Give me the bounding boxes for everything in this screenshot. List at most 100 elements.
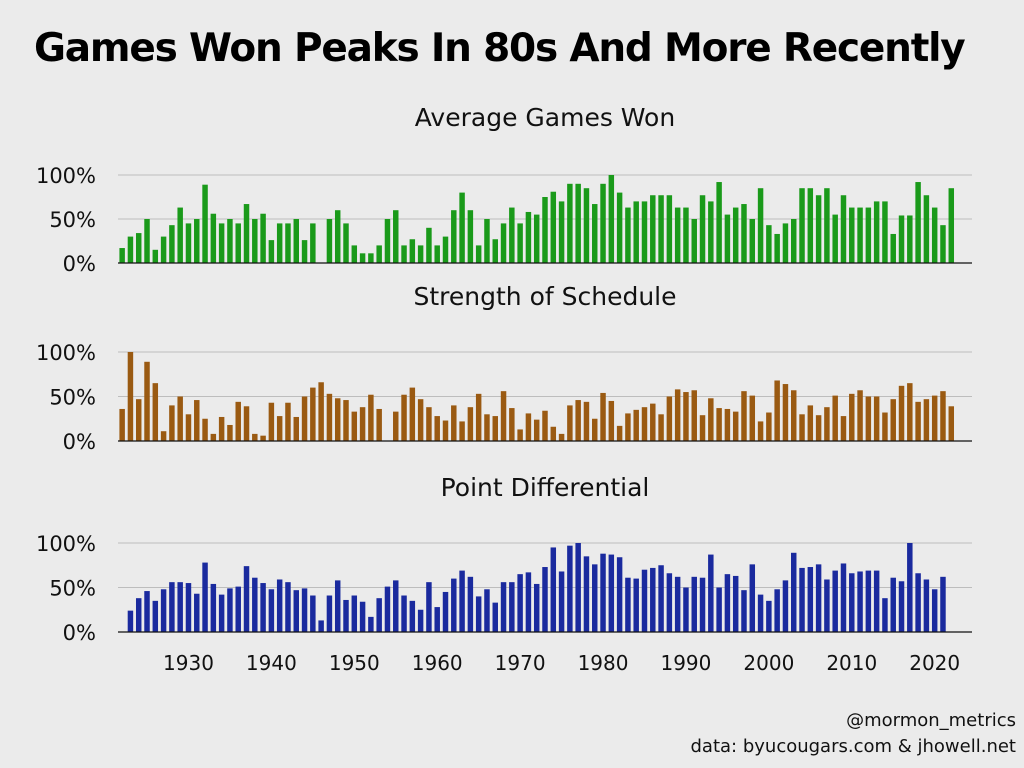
bar — [608, 400, 615, 441]
bar — [517, 223, 523, 263]
bar — [326, 595, 333, 632]
bar — [592, 204, 598, 263]
bar — [351, 595, 358, 632]
bar — [368, 253, 374, 263]
bar — [749, 395, 756, 441]
bar — [923, 195, 930, 263]
bar — [931, 207, 938, 263]
bar — [235, 223, 241, 263]
bar — [301, 396, 308, 441]
bar — [583, 188, 590, 263]
bar — [766, 412, 772, 441]
bar — [343, 223, 349, 263]
bar — [533, 214, 540, 263]
bar — [558, 201, 565, 263]
bar — [401, 595, 407, 632]
bar — [169, 582, 175, 632]
bar — [799, 567, 805, 632]
y-tick-label: 0% — [63, 621, 96, 645]
bar — [691, 219, 697, 263]
bar — [301, 240, 308, 263]
bar — [484, 589, 490, 632]
bar — [890, 577, 896, 632]
bar — [426, 407, 432, 441]
bar — [484, 414, 490, 441]
bar — [865, 396, 872, 441]
bar — [252, 219, 258, 263]
bar — [210, 213, 217, 263]
bar — [915, 401, 921, 441]
bar — [459, 192, 465, 263]
bar — [699, 415, 706, 441]
bar — [857, 571, 863, 632]
bar — [417, 245, 424, 263]
y-tick-label: 100% — [36, 164, 96, 188]
bar — [923, 579, 930, 632]
bar — [683, 392, 689, 441]
bar — [807, 188, 814, 263]
bar — [434, 607, 440, 632]
bar — [442, 420, 449, 441]
bar — [658, 195, 664, 263]
bar — [509, 582, 515, 632]
bar — [708, 554, 714, 632]
bar — [185, 414, 192, 441]
bar — [426, 582, 432, 632]
bar — [898, 581, 905, 632]
bar — [625, 577, 631, 632]
bar — [907, 543, 913, 632]
bar — [691, 390, 697, 441]
bar — [815, 415, 822, 441]
bar — [567, 183, 573, 263]
bar — [592, 418, 598, 441]
bar — [177, 582, 183, 632]
bar — [708, 398, 714, 441]
bar — [500, 223, 507, 263]
bar — [641, 407, 648, 441]
bar — [351, 411, 358, 441]
bar — [202, 418, 208, 441]
bar — [169, 225, 175, 263]
bar — [252, 577, 258, 632]
bar — [500, 391, 507, 441]
bar — [285, 402, 291, 441]
bar — [218, 594, 225, 632]
bar — [293, 590, 299, 632]
bar — [194, 593, 200, 632]
bar — [409, 387, 416, 441]
bar — [293, 416, 299, 441]
bar — [873, 570, 880, 632]
bar — [194, 400, 200, 441]
x-tick-label: 2000 — [743, 651, 794, 675]
bar — [185, 583, 192, 632]
bar — [268, 589, 275, 632]
bar — [550, 426, 557, 441]
x-tick-label: 1930 — [163, 651, 214, 675]
bar — [144, 361, 150, 441]
bar — [376, 408, 382, 441]
bar — [782, 223, 789, 263]
bar — [592, 564, 598, 632]
bar — [558, 571, 565, 632]
bar — [334, 580, 341, 632]
bar — [699, 577, 706, 632]
bar — [741, 204, 747, 263]
bar — [832, 214, 838, 263]
bar — [948, 188, 955, 263]
bar — [451, 210, 457, 263]
bar — [683, 207, 689, 263]
bar — [393, 580, 399, 632]
bar — [276, 579, 283, 632]
bar — [152, 383, 159, 441]
bar — [815, 564, 822, 632]
author-handle: @mormon_metrics — [846, 710, 1016, 731]
bar — [882, 412, 888, 441]
bar — [898, 385, 905, 441]
bar — [583, 401, 590, 441]
bar — [384, 586, 391, 632]
bar — [683, 587, 689, 632]
bar — [666, 573, 673, 632]
bar — [135, 233, 142, 263]
bar — [252, 433, 258, 441]
bar — [732, 411, 739, 441]
